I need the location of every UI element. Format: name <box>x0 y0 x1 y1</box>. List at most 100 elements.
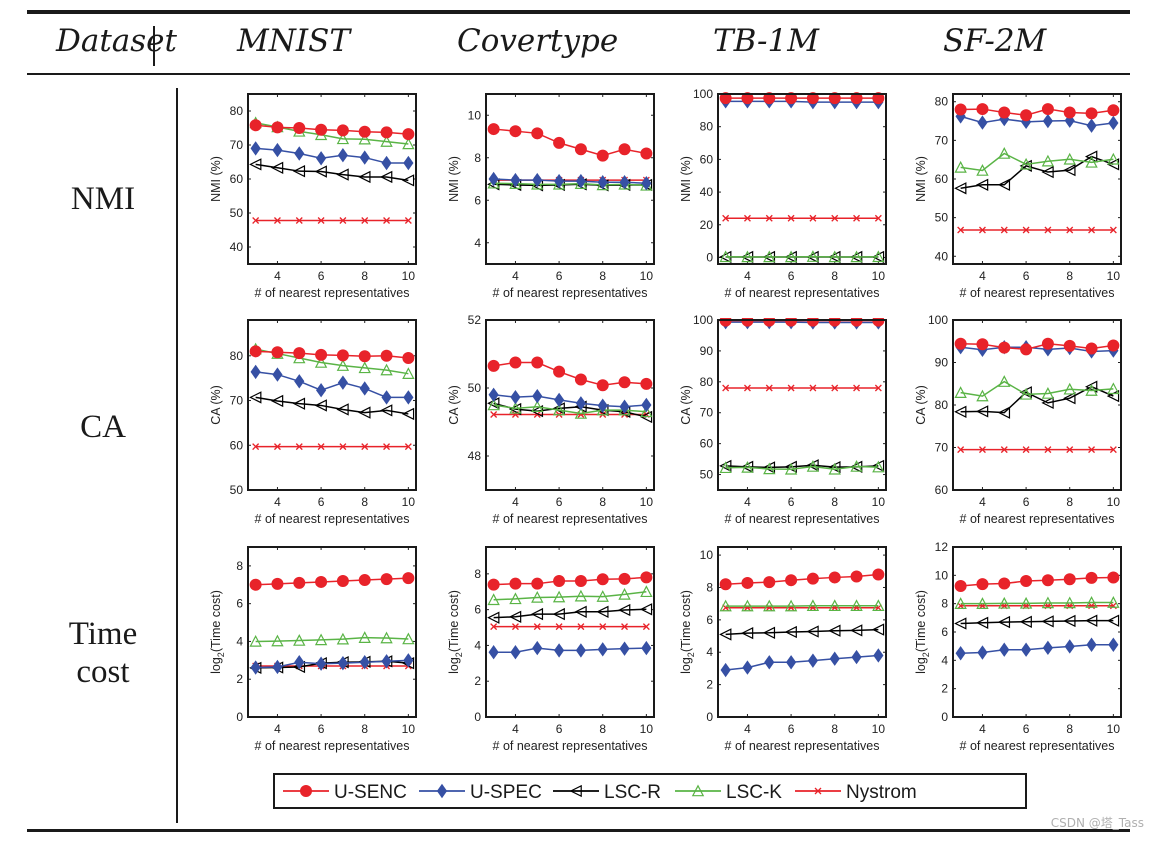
panel-tb1m-time-cost: 4 6 8 10 0 2 4 6 8 10 # of nearest representatives… <box>679 546 887 753</box>
point-nystrom-marker <box>1044 226 1052 234</box>
y-tick-label: 80 <box>700 375 714 389</box>
plot-frame <box>485 546 655 718</box>
point-lsc-r-marker <box>1063 614 1076 628</box>
point-u-spec-marker <box>1064 639 1075 654</box>
panel-covertype-time-cost: 4 6 8 10 0 2 4 6 8 # of nearest representatives lo… <box>447 546 655 753</box>
series-line-lsc-r <box>960 155 1114 190</box>
point-nystrom-marker <box>404 443 412 451</box>
point-nystrom-marker <box>1022 446 1030 454</box>
point-lsc-k-marker <box>976 389 989 402</box>
point-lsc-k-marker <box>741 250 754 263</box>
point-u-spec-marker <box>641 640 652 656</box>
x-tick-label: 6 <box>788 722 795 736</box>
plot-frame <box>485 319 655 491</box>
point-u-senc-marker <box>402 572 415 585</box>
point-lsc-k-marker <box>806 460 820 472</box>
series-line-lsc-k <box>493 590 647 601</box>
header-divider <box>153 26 155 66</box>
point-nystrom-marker <box>252 443 260 451</box>
x-tick-label: 10 <box>640 495 654 509</box>
point-u-spec-marker <box>720 662 731 678</box>
point-lsc-k-marker <box>1107 382 1120 395</box>
y-tick-label: 4 <box>474 638 481 652</box>
point-nystrom-marker <box>831 384 839 392</box>
point-lsc-r-marker <box>954 405 967 418</box>
point-u-spec-marker <box>955 646 966 661</box>
header-col-tb1m: TB-1M <box>713 23 819 59</box>
series-line-lsc-r <box>960 619 1114 625</box>
y-tick-label: 100 <box>693 87 713 101</box>
point-lsc-r-marker <box>806 625 819 638</box>
y-tick-label: 80 <box>700 120 714 134</box>
y-tick-label: 10 <box>935 568 949 582</box>
point-lsc-r-marker <box>639 603 653 616</box>
point-lsc-k-marker <box>596 590 609 602</box>
y-tick-label: 4 <box>474 236 481 250</box>
point-u-senc-marker <box>553 575 566 588</box>
point-u-senc-marker <box>850 570 863 583</box>
point-lsc-k-marker <box>531 590 544 603</box>
point-lsc-k-marker <box>1085 596 1098 608</box>
point-lsc-r-marker <box>975 405 989 418</box>
point-u-senc-marker <box>785 92 798 105</box>
y-axis-label: CA (%) <box>447 385 461 425</box>
point-lsc-k-marker <box>380 363 393 376</box>
row-label-ca: CA <box>28 408 178 446</box>
point-u-senc-marker <box>574 575 587 588</box>
point-nystrom-marker <box>599 623 607 631</box>
point-u-spec-marker <box>1064 113 1075 128</box>
point-nystrom-marker <box>490 411 498 418</box>
point-lsc-k-marker <box>850 250 863 263</box>
x-axis-label: # of nearest representatives <box>493 512 648 526</box>
x-tick-label: 10 <box>872 269 886 283</box>
point-u-senc-marker <box>850 92 863 105</box>
point-u-spec-marker <box>488 171 499 187</box>
y-tick-label: 40 <box>230 240 244 254</box>
point-u-senc-marker <box>719 578 732 591</box>
point-lsc-r-marker <box>596 605 609 618</box>
y-tick-label: 6 <box>706 613 713 627</box>
x-tick-label: 10 <box>402 269 416 283</box>
top-rule <box>27 10 1130 14</box>
y-tick-label: 60 <box>230 172 244 186</box>
point-lsc-k-marker <box>998 147 1011 159</box>
point-lsc-k-marker <box>806 599 820 612</box>
x-tick-label: 6 <box>318 495 325 509</box>
point-lsc-k-marker <box>1107 596 1120 608</box>
header-dataset: Dataset <box>56 23 177 59</box>
point-lsc-r-marker <box>1085 614 1098 627</box>
point-nystrom-marker <box>1088 226 1096 234</box>
point-u-senc-marker <box>1041 103 1054 116</box>
point-u-spec-marker <box>977 645 988 660</box>
x-tick-label: 10 <box>640 269 654 283</box>
x-tick-label: 6 <box>556 722 563 736</box>
point-lsc-r-marker <box>1063 392 1076 405</box>
point-nystrom-marker <box>831 214 839 222</box>
point-lsc-k-marker <box>509 592 522 605</box>
y-tick-label: 40 <box>700 185 714 199</box>
point-nystrom-marker <box>577 623 585 631</box>
point-u-senc-marker <box>336 124 349 137</box>
point-u-senc-marker <box>763 92 776 105</box>
point-lsc-k-marker <box>249 634 262 647</box>
y-tick-label: 20 <box>700 218 714 232</box>
x-tick-label: 4 <box>274 495 281 509</box>
point-nystrom-marker <box>1109 446 1117 454</box>
point-nystrom-marker <box>317 217 325 224</box>
point-u-spec-marker <box>829 651 840 666</box>
point-lsc-r-marker <box>358 170 371 184</box>
panel-sf2m-time-cost: 4 6 8 10 0 2 4 6 8 10 12 # of nearest representativ… <box>914 540 1122 753</box>
point-u-spec-marker <box>510 389 521 405</box>
point-nystrom-marker <box>361 443 369 451</box>
point-u-spec-marker <box>359 655 370 670</box>
point-lsc-k-marker <box>487 593 500 606</box>
point-lsc-r-marker <box>314 165 327 178</box>
point-lsc-k-marker <box>640 585 653 598</box>
y-tick-label: 52 <box>468 313 482 327</box>
point-lsc-k-marker <box>806 250 820 262</box>
point-lsc-k-marker <box>1041 596 1055 609</box>
point-u-spec-marker <box>510 172 521 188</box>
y-tick-label: 100 <box>928 313 948 327</box>
